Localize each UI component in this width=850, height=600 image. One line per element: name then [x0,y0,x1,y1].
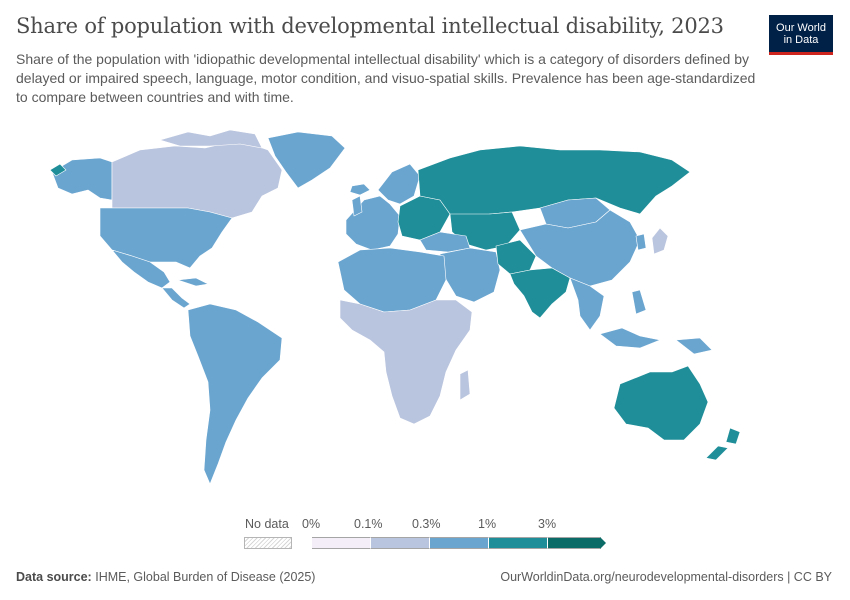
chart-title: Share of population with developmental i… [16,14,724,38]
region-india[interactable] [509,267,571,319]
region-new-zealand[interactable] [725,427,741,445]
region-alaska[interactable] [51,157,113,201]
region-scandinavia[interactable] [377,163,421,205]
legend-tick-2: 0.3% [412,517,441,531]
owid-logo[interactable]: Our World in Data [769,15,833,55]
legend-no-data-swatch[interactable] [244,537,292,549]
legend-arrow [600,537,606,549]
logo-line-1: Our World [776,21,826,34]
region-new-zealand-south[interactable] [705,445,729,461]
legend-tick-3: 1% [478,517,497,531]
region-uk[interactable] [351,195,363,217]
world-map[interactable] [0,120,850,520]
legend-bin-2[interactable] [430,537,489,549]
region-new-guinea[interactable] [675,337,713,355]
region-iceland[interactable] [349,183,371,196]
region-sub-saharan-africa[interactable] [339,299,473,425]
region-caribbean[interactable] [177,277,209,287]
region-canada-islands[interactable] [159,129,263,149]
footer-url[interactable]: OurWorldinData.org/neurodevelopmental-di… [500,570,832,584]
region-central-america[interactable] [161,287,191,309]
region-canada[interactable] [111,139,283,219]
region-north-africa[interactable] [337,247,447,313]
region-south-america[interactable] [187,303,283,485]
data-source-label: Data source: [16,570,92,584]
region-greenland[interactable] [267,131,346,189]
legend-bin-4[interactable] [548,537,601,549]
region-philippines[interactable] [631,289,647,315]
legend-bin-0[interactable] [312,537,371,549]
legend-bin-3[interactable] [489,537,548,549]
data-source: Data source: IHME, Global Burden of Dise… [16,570,315,584]
region-korea[interactable] [635,233,647,251]
legend-bin-1[interactable] [371,537,430,549]
data-source-text[interactable]: IHME, Global Burden of Disease (2025) [95,570,316,584]
region-australia[interactable] [613,365,709,441]
region-indonesia[interactable] [599,327,661,349]
legend-tick-0: 0% [302,517,321,531]
region-southeast-asia[interactable] [569,277,605,331]
legend-tick-4: 3% [538,517,557,531]
region-alaska-tip[interactable] [49,163,67,177]
legend-tick-1: 0.1% [354,517,383,531]
region-madagascar[interactable] [459,369,471,401]
region-mexico[interactable] [111,249,171,289]
chart-subtitle: Share of the population with 'idiopathic… [16,51,756,105]
region-japan[interactable] [651,227,669,255]
logo-line-2: in Data [783,33,819,46]
legend-no-data-label: No data [245,517,289,531]
region-middle-east[interactable] [439,247,501,303]
